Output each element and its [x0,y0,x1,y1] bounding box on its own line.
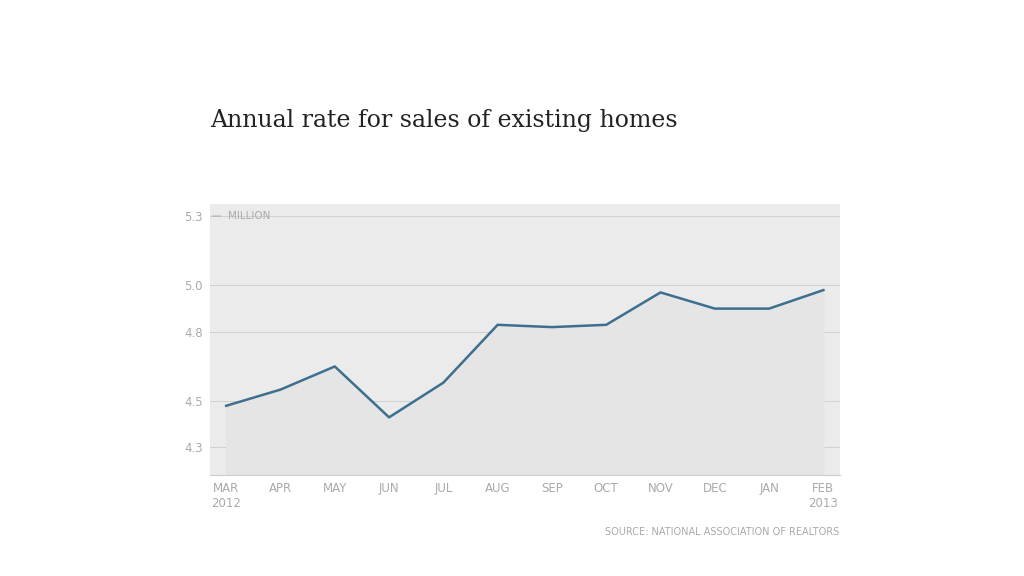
Text: SOURCE: NATIONAL ASSOCIATION OF REALTORS: SOURCE: NATIONAL ASSOCIATION OF REALTORS [605,527,840,537]
Text: MILLION: MILLION [228,211,270,221]
Text: Annual rate for sales of existing homes: Annual rate for sales of existing homes [210,109,678,132]
